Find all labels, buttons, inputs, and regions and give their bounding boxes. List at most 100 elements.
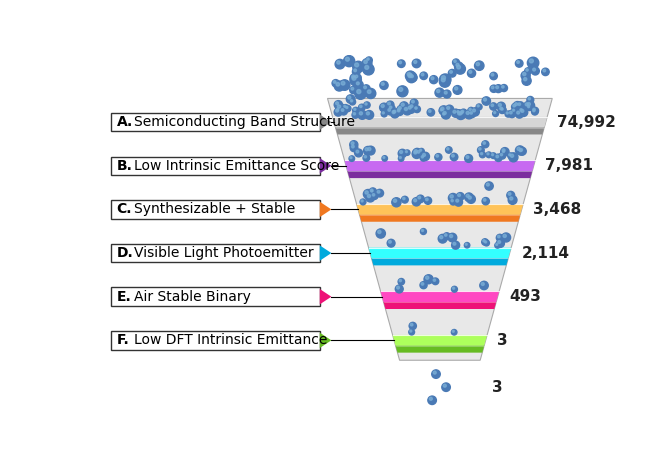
Circle shape [412, 149, 421, 159]
Circle shape [365, 103, 367, 105]
Circle shape [426, 276, 429, 279]
Circle shape [506, 112, 508, 114]
Polygon shape [396, 346, 484, 353]
Circle shape [440, 109, 442, 111]
Circle shape [517, 61, 520, 64]
Circle shape [496, 243, 498, 245]
Circle shape [434, 279, 436, 281]
Circle shape [437, 89, 440, 93]
Polygon shape [319, 158, 331, 173]
Text: C.: C. [117, 202, 132, 216]
Circle shape [543, 69, 546, 72]
Circle shape [457, 65, 460, 69]
Circle shape [398, 278, 404, 285]
Circle shape [354, 112, 356, 115]
Circle shape [528, 106, 530, 108]
Circle shape [382, 83, 384, 85]
Text: 7,981: 7,981 [546, 158, 594, 173]
Circle shape [465, 193, 474, 201]
Circle shape [522, 76, 531, 85]
Circle shape [408, 74, 412, 77]
Circle shape [479, 148, 481, 150]
Polygon shape [357, 204, 523, 215]
Circle shape [446, 147, 452, 153]
Circle shape [485, 182, 494, 190]
Circle shape [450, 235, 453, 237]
Circle shape [403, 106, 412, 115]
Circle shape [388, 102, 390, 105]
Circle shape [414, 199, 417, 202]
Polygon shape [381, 291, 499, 302]
Circle shape [443, 112, 446, 115]
Circle shape [519, 149, 522, 152]
Circle shape [335, 59, 345, 69]
Circle shape [456, 110, 462, 116]
Circle shape [526, 105, 532, 111]
Circle shape [344, 106, 346, 107]
Circle shape [466, 112, 470, 114]
Polygon shape [327, 99, 552, 360]
Circle shape [424, 275, 433, 284]
Circle shape [512, 103, 519, 111]
Circle shape [480, 153, 483, 155]
Circle shape [431, 77, 434, 80]
Circle shape [337, 109, 339, 111]
Circle shape [351, 88, 354, 90]
Circle shape [498, 106, 506, 113]
Circle shape [390, 106, 392, 108]
Circle shape [442, 383, 450, 391]
Circle shape [346, 95, 355, 103]
Circle shape [389, 241, 392, 243]
FancyBboxPatch shape [111, 288, 319, 306]
Circle shape [399, 88, 403, 91]
Text: 493: 493 [510, 289, 541, 304]
Circle shape [456, 63, 459, 66]
Circle shape [428, 396, 436, 404]
Circle shape [402, 196, 408, 203]
Circle shape [444, 233, 450, 240]
Circle shape [528, 57, 539, 69]
Circle shape [394, 199, 397, 202]
Circle shape [368, 90, 371, 94]
Circle shape [482, 239, 488, 245]
Circle shape [420, 72, 428, 80]
Polygon shape [333, 117, 547, 128]
Circle shape [465, 110, 474, 119]
Circle shape [527, 96, 534, 103]
Circle shape [525, 68, 532, 75]
Circle shape [466, 194, 469, 197]
Circle shape [364, 60, 368, 64]
Circle shape [500, 84, 508, 92]
Circle shape [368, 195, 370, 198]
Circle shape [484, 199, 486, 201]
Circle shape [404, 150, 410, 155]
Circle shape [414, 106, 420, 112]
Circle shape [486, 152, 492, 158]
Circle shape [398, 108, 400, 111]
Circle shape [468, 69, 476, 77]
Circle shape [388, 109, 390, 111]
Circle shape [452, 59, 460, 66]
Circle shape [518, 148, 525, 155]
Circle shape [418, 196, 421, 199]
Circle shape [492, 154, 494, 156]
Circle shape [365, 148, 368, 151]
Circle shape [508, 193, 511, 195]
Circle shape [452, 330, 457, 335]
Circle shape [387, 239, 395, 247]
Circle shape [376, 189, 384, 197]
Circle shape [521, 71, 530, 80]
Circle shape [484, 240, 490, 246]
Circle shape [410, 105, 413, 107]
Circle shape [448, 70, 456, 77]
Circle shape [471, 108, 480, 116]
Circle shape [398, 109, 400, 112]
Circle shape [520, 108, 528, 117]
Circle shape [399, 61, 402, 64]
Circle shape [409, 73, 412, 77]
Circle shape [442, 78, 445, 82]
Circle shape [356, 82, 360, 85]
FancyBboxPatch shape [111, 113, 319, 131]
Circle shape [370, 189, 373, 192]
Circle shape [400, 279, 402, 282]
